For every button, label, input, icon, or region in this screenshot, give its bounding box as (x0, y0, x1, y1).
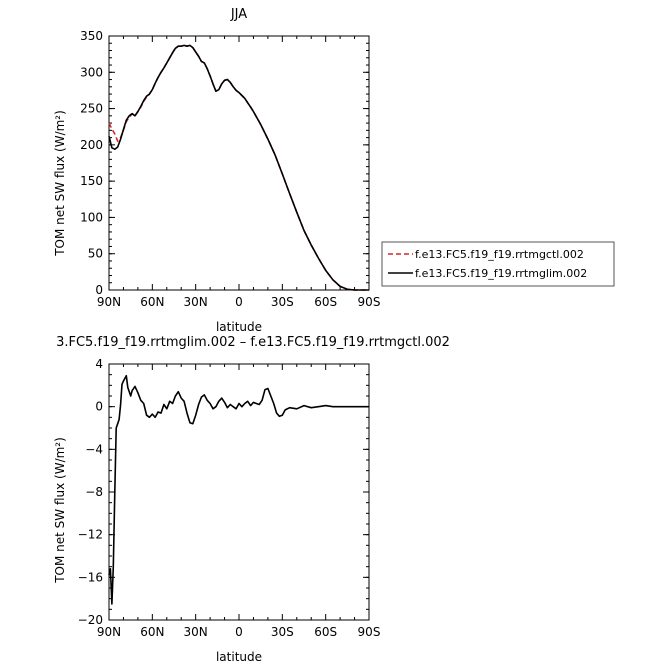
bottom-ytick-label: −12 (78, 528, 103, 542)
top-xtick-label: 30N (184, 295, 208, 309)
bottom-xtick-label: 90N (97, 625, 121, 639)
top-xtick-label: 0 (235, 295, 243, 309)
bottom-panel: 3.FC5.f19_f19.rrtmglim.002 – f.e13.FC5.f… (53, 335, 450, 664)
bottom-y-axis-label: TOM net SW flux (W/m²) (53, 437, 67, 584)
bottom-ytick-label: 4 (95, 357, 103, 371)
top-x-axis-label: latitude (216, 320, 262, 334)
bottom-plot-frame (108, 363, 370, 621)
top-axis-ticks: 90N 60N 30N 0 30S 60S 90S 0 50 100 150 200 250 300 350 (80, 29, 380, 309)
bottom-xtick-label: 60N (140, 625, 164, 639)
top-ytick-label: 250 (80, 102, 103, 116)
bottom-ytick-label: −4 (85, 442, 103, 456)
bottom-plot-title: 3.FC5.f19_f19.rrtmglim.002 – f.e13.FC5.f… (56, 335, 450, 350)
top-xtick-label: 90S (358, 295, 381, 309)
top-xtick-label: 60N (140, 295, 164, 309)
bottom-xtick-label: 60S (314, 625, 337, 639)
bottom-ytick-label: −20 (78, 613, 103, 627)
bottom-ytick-label: −8 (85, 485, 103, 499)
legend-box (381, 241, 615, 287)
legend-label-ctl: f.e13.FC5.f19_f19.rrtmgctl.002 (415, 248, 584, 261)
top-plot-title: JJA (230, 7, 247, 22)
bottom-ytick-label: 0 (95, 400, 103, 414)
top-ytick-label: 350 (80, 29, 103, 43)
top-ytick-label: 150 (80, 174, 103, 188)
bottom-xtick-label: 0 (235, 625, 243, 639)
top-series-group (108, 44, 369, 291)
top-plot-frame (108, 35, 370, 291)
bottom-x-axis-label: latitude (216, 650, 262, 664)
legend: f.e13.FC5.f19_f19.rrtmgctl.002 f.e13.FC5… (381, 241, 615, 287)
bottom-xtick-label: 90S (358, 625, 381, 639)
legend-label-lim: f.e13.FC5.f19_f19.rrtmglim.002 (415, 267, 587, 280)
top-series-line-1 (108, 44, 369, 291)
top-series-line-0 (108, 44, 369, 291)
top-ytick-label: 100 (80, 210, 103, 224)
top-ytick-label: 300 (80, 65, 103, 79)
top-ytick-label: 50 (88, 247, 103, 261)
bottom-xtick-label: 30N (184, 625, 208, 639)
top-panel: JJA 90N 60N 30N 0 30S 60S 90S 0 50 100 150 200 250 30… (53, 7, 615, 334)
top-xtick-label: 90N (97, 295, 121, 309)
top-xtick-label: 60S (314, 295, 337, 309)
bottom-series-line-0 (108, 374, 369, 605)
bottom-series-group (108, 374, 369, 605)
bottom-xtick-label: 30S (271, 625, 294, 639)
bottom-ytick-label: −16 (78, 570, 103, 584)
top-xtick-label: 30S (271, 295, 294, 309)
top-ytick-label: 200 (80, 138, 103, 152)
top-y-axis-label: TOM net SW flux (W/m²) (53, 110, 67, 257)
bottom-axis-ticks: 90N 60N 30N 0 30S 60S 90S −20 −16 −12 −8 −4 0 4 (78, 357, 381, 639)
top-ytick-label: 0 (95, 283, 103, 297)
